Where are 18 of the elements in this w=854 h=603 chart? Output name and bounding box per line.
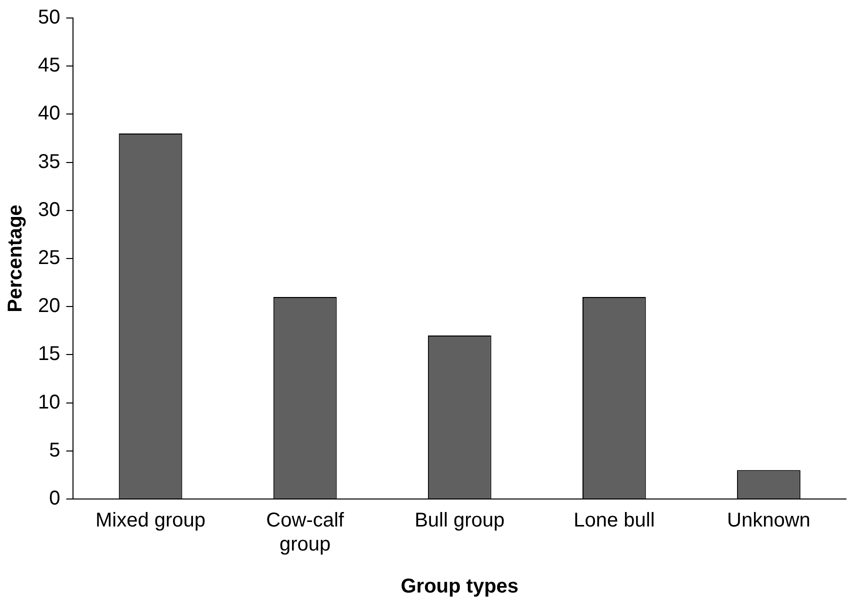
y-axis-title: Percentage bbox=[4, 204, 27, 312]
x-tick-label: Bull group bbox=[414, 510, 505, 532]
x-tick-label: Lone bull bbox=[574, 510, 655, 532]
y-tick-label: 5 bbox=[49, 439, 60, 462]
y-tick-label: 45 bbox=[38, 54, 60, 77]
y-tick-label: 0 bbox=[49, 488, 60, 510]
x-axis-title: Group types bbox=[400, 576, 519, 598]
y-tick-label: 30 bbox=[38, 198, 60, 221]
x-tick-label: Cow-calf group bbox=[266, 510, 344, 556]
y-tick-label: 35 bbox=[38, 150, 60, 173]
y-tick-label: 15 bbox=[38, 343, 60, 366]
y-tick-label: 40 bbox=[38, 102, 60, 125]
x-tick-label: Unknown bbox=[727, 510, 810, 532]
y-tick-label: 50 bbox=[38, 6, 60, 29]
y-tick-label: 20 bbox=[38, 295, 60, 318]
x-tick-label: Mixed group bbox=[95, 510, 206, 532]
y-tick-label: 25 bbox=[38, 247, 60, 270]
y-tick-label: 10 bbox=[38, 391, 60, 414]
